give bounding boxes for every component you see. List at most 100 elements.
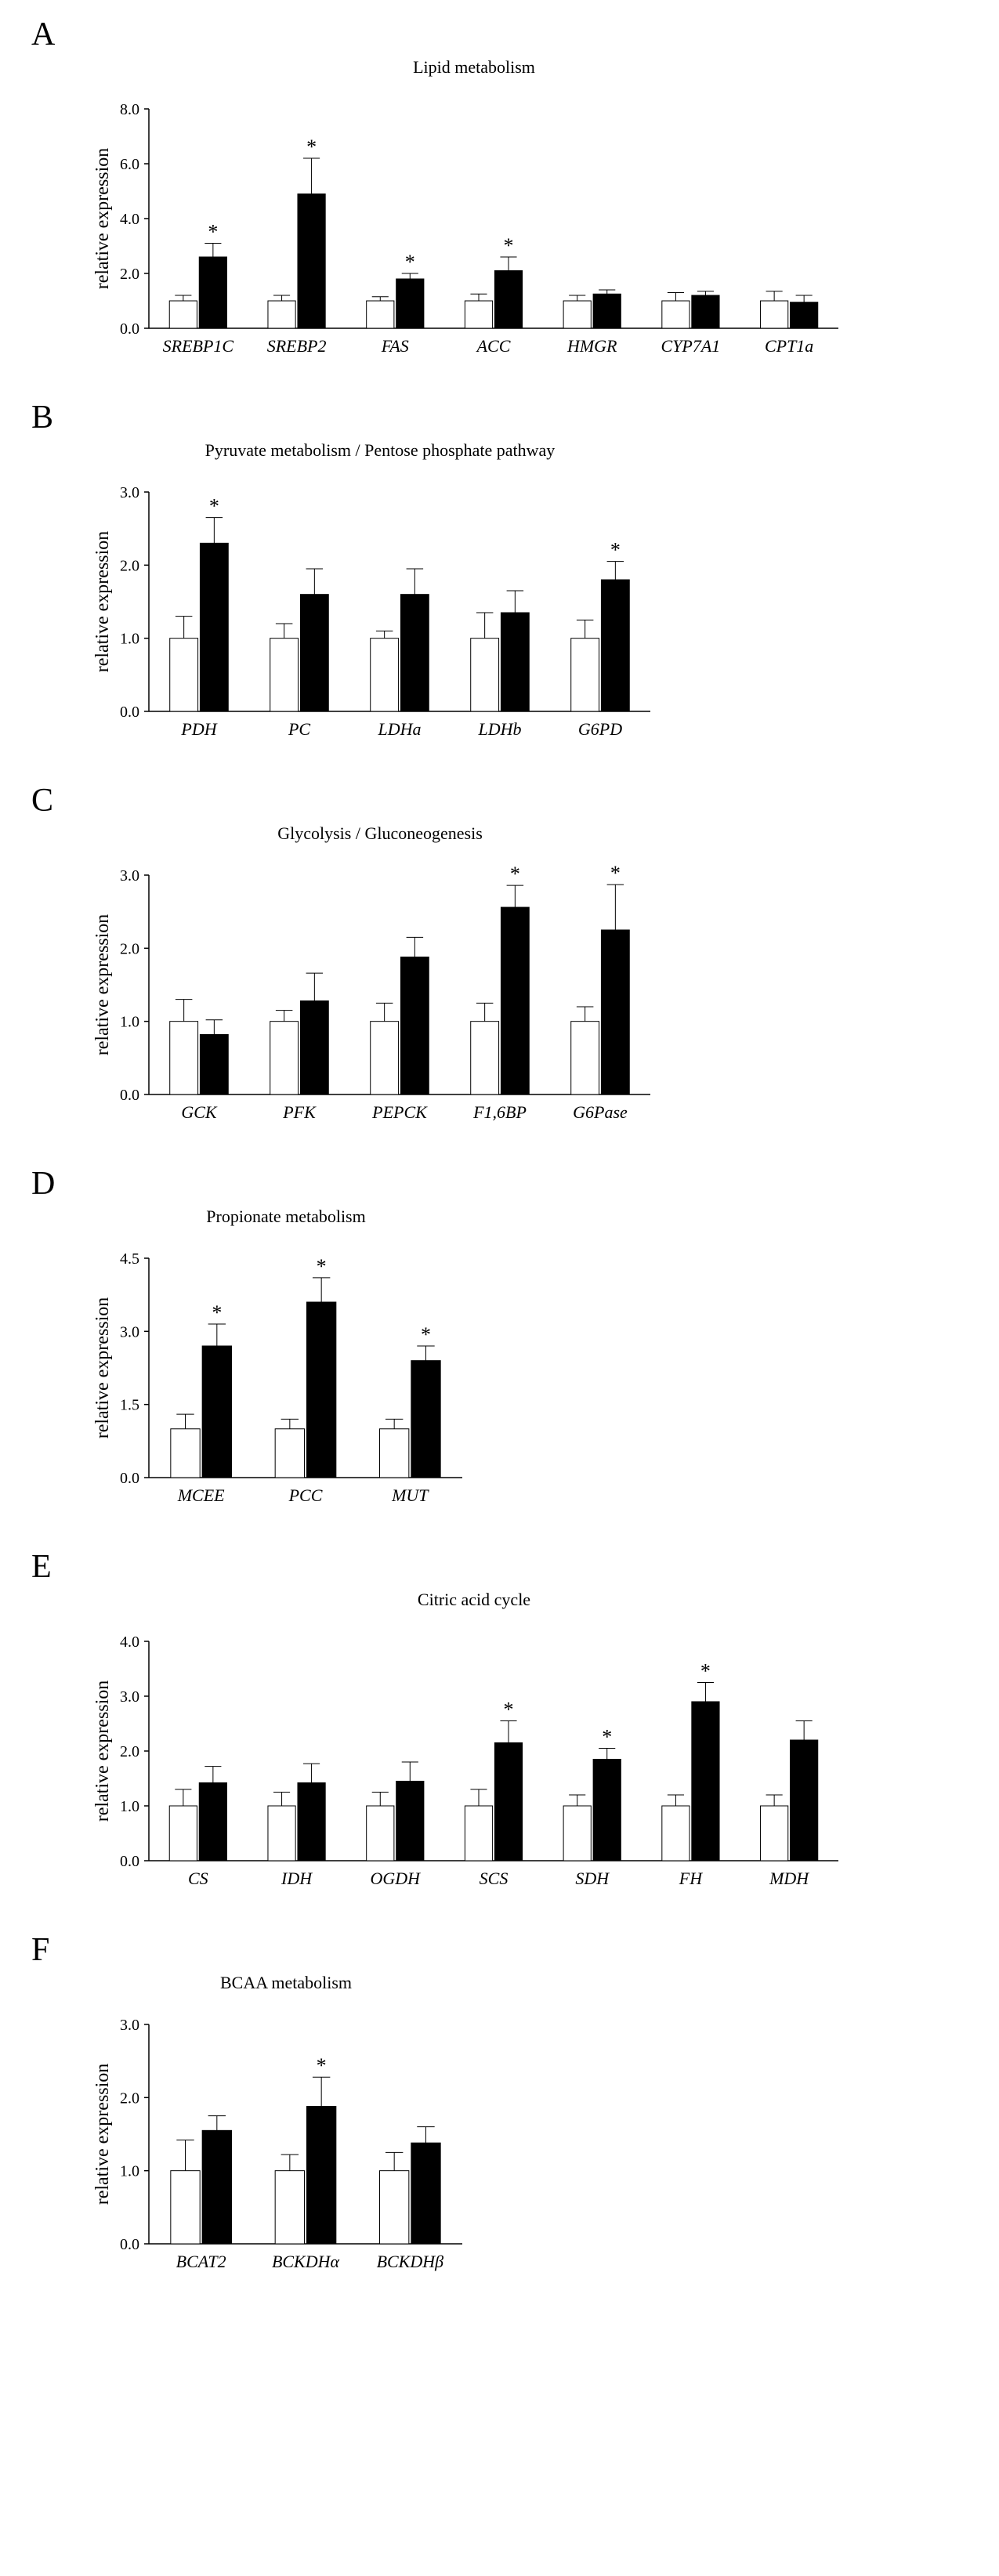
ytick-label: 2.0: [120, 266, 139, 283]
chart-title: BCAA metabolism: [94, 1973, 478, 1993]
ytick-label: 6.0: [120, 156, 139, 173]
bar: [268, 301, 295, 328]
ytick-label: 3.0: [120, 2017, 139, 2034]
category-label: LDHb: [477, 719, 521, 739]
category-label: MDH: [769, 1869, 809, 1888]
bar: [371, 1022, 399, 1094]
category-label: BCKDHβ: [377, 2252, 444, 2271]
bar: [411, 2143, 440, 2244]
significance-marker: *: [421, 1323, 431, 1346]
chart-title: Citric acid cycle: [94, 1590, 854, 1610]
ytick-label: 1.0: [120, 2163, 139, 2180]
chart-wrap: BCAA metabolism0.01.02.03.0relative expr…: [94, 1973, 968, 2291]
chart-svg: 0.01.02.03.04.0relative expressionCSIDHO…: [94, 1618, 854, 1908]
bar: [306, 2107, 335, 2244]
bar: [202, 1346, 231, 1478]
significance-marker: *: [317, 1255, 327, 1278]
chart-svg: 0.02.04.06.08.0relative expressionSREBP1…: [94, 85, 854, 375]
y-axis-label: relative expression: [94, 531, 113, 673]
panel-D: D Propionate metabolism0.01.53.04.5relati…: [31, 1165, 968, 1525]
significance-marker: *: [700, 1660, 711, 1683]
bar: [501, 613, 529, 711]
bar: [396, 279, 424, 328]
ytick-label: 4.0: [120, 1634, 139, 1651]
panel-label: B: [31, 399, 968, 436]
chart-svg: 0.01.53.04.5relative expressionMCEE*PCC*…: [94, 1235, 478, 1525]
ytick-label: 3.0: [120, 484, 139, 501]
category-label: MCEE: [177, 1485, 225, 1505]
bar: [571, 1022, 599, 1094]
chart-wrap: Pyruvate metabolism / Pentose phosphate …: [94, 440, 968, 758]
bar: [791, 302, 818, 328]
category-label: FAS: [381, 336, 409, 356]
bar: [367, 301, 394, 328]
chart-svg: 0.01.02.03.0relative expressionBCAT2BCKD…: [94, 2001, 478, 2291]
bar: [298, 194, 325, 329]
bar: [411, 1361, 440, 1478]
significance-marker: *: [610, 539, 621, 562]
bar: [270, 1022, 299, 1094]
chart-svg: 0.01.02.03.0relative expressionPDH*PCLDH…: [94, 469, 666, 758]
ytick-label: 3.0: [120, 1688, 139, 1706]
ytick-label: 8.0: [120, 101, 139, 118]
significance-marker: *: [504, 234, 514, 257]
bar: [300, 1001, 328, 1094]
panel-label: C: [31, 782, 968, 819]
panel-F: FBCAA metabolism0.01.02.03.0relative exp…: [31, 1931, 968, 2291]
panel-label: E: [31, 1548, 968, 1586]
category-label: PFK: [282, 1102, 317, 1122]
ytick-label: 3.0: [120, 1323, 139, 1340]
chart-wrap: Propionate metabolism0.01.53.04.5relativ…: [94, 1207, 968, 1525]
category-label: CPT1a: [765, 336, 813, 356]
significance-marker: *: [306, 136, 317, 158]
y-axis-label: relative expression: [94, 2064, 113, 2205]
bar: [268, 1806, 295, 1861]
category-label: G6Pase: [573, 1102, 628, 1122]
ytick-label: 0.0: [120, 320, 139, 338]
category-label: SREBP2: [267, 336, 327, 356]
chart-wrap: Lipid metabolism0.02.04.06.08.0relative …: [94, 57, 968, 375]
bar: [200, 543, 228, 711]
category-label: LDHa: [377, 719, 421, 739]
category-label: GCK: [181, 1102, 218, 1122]
y-axis-label: relative expression: [94, 914, 113, 1056]
bar: [170, 639, 198, 711]
bar: [371, 639, 399, 711]
bar: [501, 907, 529, 1094]
chart-title: Pyruvate metabolism / Pentose phosphate …: [94, 440, 666, 461]
category-label: PCC: [288, 1485, 323, 1505]
ytick-label: 1.0: [120, 631, 139, 648]
bar: [380, 2171, 409, 2244]
bar: [761, 301, 788, 328]
bar: [199, 257, 226, 328]
category-label: OGDH: [371, 1869, 422, 1888]
panel-E: ECitric acid cycle0.01.02.03.04.0relativ…: [31, 1548, 968, 1908]
ytick-label: 0.0: [120, 1087, 139, 1104]
y-axis-label: relative expression: [94, 148, 113, 290]
ytick-label: 0.0: [120, 2236, 139, 2253]
category-label: PC: [288, 719, 310, 739]
bar: [662, 301, 690, 328]
bar: [471, 639, 499, 711]
y-axis-label: relative expression: [94, 1681, 113, 1822]
category-label: ACC: [476, 336, 511, 356]
chart-svg: 0.01.02.03.0relative expressionGCKPFKPEP…: [94, 852, 666, 1141]
category-label: HMGR: [566, 336, 617, 356]
ytick-label: 2.0: [120, 557, 139, 574]
panel-B: B Pyruvate metabolism / Pentose phosphate…: [31, 399, 968, 758]
category-label: MUT: [391, 1485, 429, 1505]
ytick-label: 3.0: [120, 867, 139, 885]
bar: [170, 1022, 198, 1094]
panel-label: D: [31, 1165, 968, 1203]
category-label: SCS: [480, 1869, 509, 1888]
bar: [593, 294, 621, 328]
ytick-label: 2.0: [120, 1743, 139, 1760]
significance-marker: *: [208, 221, 218, 244]
bar: [300, 595, 328, 711]
bar: [202, 2130, 231, 2244]
significance-marker: *: [212, 1301, 222, 1324]
bar: [270, 639, 299, 711]
ytick-label: 2.0: [120, 940, 139, 957]
bar: [692, 1702, 719, 1861]
ytick-label: 1.0: [120, 1798, 139, 1815]
